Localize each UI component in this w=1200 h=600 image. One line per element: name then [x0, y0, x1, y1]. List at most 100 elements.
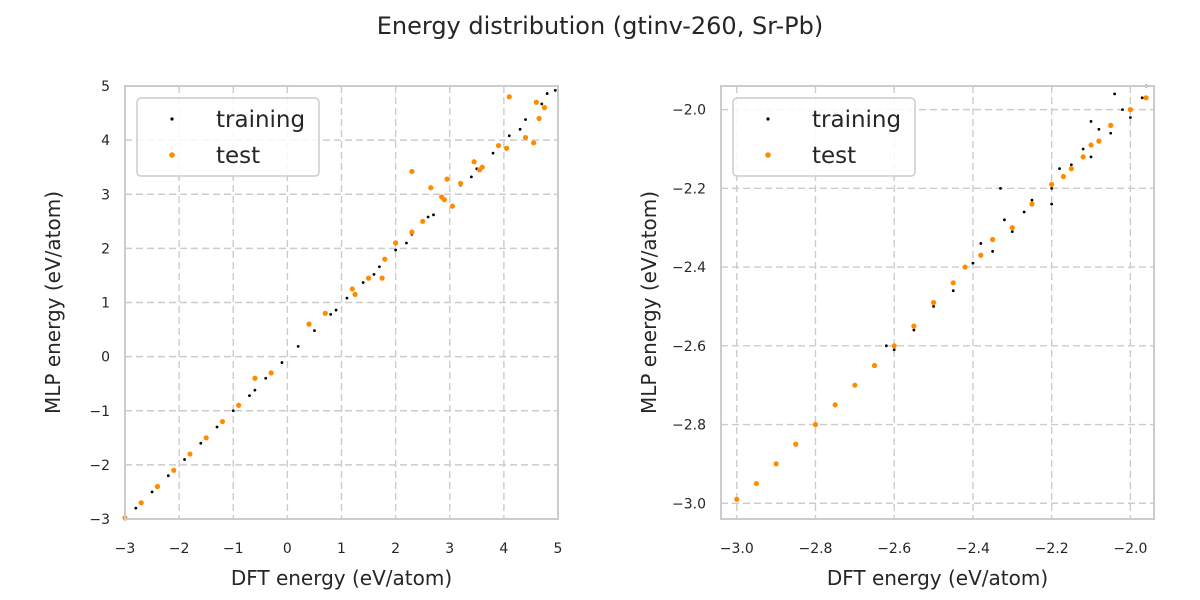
y-tick-label: −2: [89, 458, 110, 474]
legend-marker-test: [169, 152, 175, 158]
point-training: [1128, 116, 1132, 119]
y-tick-label: 0: [101, 350, 110, 366]
point-test: [449, 203, 456, 209]
point-test: [773, 461, 779, 467]
point-training: [166, 474, 170, 478]
point-test: [1127, 107, 1133, 113]
point-test: [428, 185, 434, 191]
point-training: [991, 249, 995, 253]
point-test: [154, 483, 161, 490]
point-training: [553, 88, 557, 92]
point-test: [322, 310, 328, 316]
point-training: [405, 241, 408, 245]
y-tick-label: 4: [101, 133, 110, 149]
x-tick-label: −3.0: [720, 541, 754, 557]
y-tick-label: −2.0: [672, 103, 706, 119]
point-training: [971, 261, 975, 265]
point-test: [541, 105, 548, 111]
x-tick-label: −3: [115, 541, 136, 557]
point-test: [471, 159, 477, 165]
y-tick-label: −2.8: [672, 418, 706, 434]
point-test: [420, 218, 426, 224]
x-tick-label: −2.8: [798, 541, 832, 557]
point-test: [753, 480, 760, 487]
point-test: [1049, 181, 1055, 188]
y-tick-label: −2.4: [672, 260, 706, 276]
point-test: [409, 168, 415, 175]
y-tick-label: −1: [89, 404, 110, 420]
point-training: [1081, 147, 1085, 151]
point-training: [394, 248, 398, 252]
point-training: [518, 127, 522, 131]
point-training: [134, 506, 138, 510]
legend-marker-training: [766, 117, 770, 121]
point-test: [171, 467, 177, 473]
x-axis-label: DFT energy (eV/atom): [827, 566, 1048, 590]
point-test: [476, 167, 483, 173]
point-test: [531, 140, 537, 146]
legend-label-training: training: [216, 107, 305, 133]
point-test: [268, 370, 274, 376]
point-test: [203, 435, 209, 441]
point-training: [540, 102, 544, 106]
point-test: [444, 176, 450, 182]
point-training: [313, 329, 316, 333]
point-test: [990, 236, 996, 243]
point-training: [1121, 108, 1124, 112]
point-training: [264, 376, 268, 380]
point-training: [280, 361, 284, 364]
point-test: [349, 286, 355, 292]
point-test: [950, 280, 956, 286]
point-training: [470, 175, 473, 179]
chart-panel-right: −3.0 −2.8 −2.6 −2.4 −2.2 −2.0 −3.0 −2.8 −2.6 −2.4…: [637, 84, 1155, 590]
y-tick-label: 1: [101, 296, 110, 312]
point-training: [1097, 127, 1101, 131]
point-training: [524, 118, 527, 121]
point-training: [1003, 218, 1006, 222]
x-tick-label: 4: [499, 541, 508, 557]
y-tick-label: −3: [89, 512, 110, 528]
point-training: [979, 242, 983, 245]
point-training: [1050, 202, 1054, 206]
point-test: [138, 500, 144, 506]
x-tick-label: 0: [283, 541, 292, 557]
point-test: [382, 256, 388, 262]
point-test: [536, 115, 542, 122]
x-tick-label: −2: [169, 541, 190, 557]
point-training: [334, 308, 338, 312]
point-training: [932, 305, 935, 308]
x-tick-label: 2: [391, 541, 400, 557]
point-test: [439, 194, 445, 200]
point-test: [832, 402, 838, 408]
x-tick-label: −2.2: [1035, 541, 1069, 557]
point-training: [329, 313, 333, 316]
point-training: [1050, 186, 1054, 190]
point-test: [503, 145, 510, 151]
point-training: [884, 344, 888, 348]
y-tick-label: −2.6: [672, 339, 706, 355]
point-test: [911, 323, 917, 329]
legend-label-test: test: [812, 143, 856, 169]
x-tick-label: −2.4: [956, 541, 990, 557]
legend-box: [136, 97, 320, 177]
legend-label-training: training: [812, 107, 901, 133]
point-test: [1068, 166, 1074, 172]
point-test: [793, 441, 799, 447]
point-test: [734, 496, 740, 502]
point-test: [871, 362, 878, 369]
point-test: [1088, 142, 1094, 148]
point-test: [495, 142, 502, 149]
point-training: [248, 394, 251, 397]
point-test: [522, 134, 529, 141]
point-training: [231, 409, 235, 413]
legend-label-test: test: [216, 143, 260, 169]
point-test: [219, 418, 226, 425]
point-training: [1113, 92, 1117, 96]
legend-marker-test: [765, 152, 771, 158]
point-test: [457, 180, 464, 187]
legend: training test: [732, 97, 916, 177]
y-axis-label: MLP energy (eV/atom): [637, 191, 661, 414]
point-training: [1140, 96, 1144, 100]
point-training: [296, 344, 300, 348]
